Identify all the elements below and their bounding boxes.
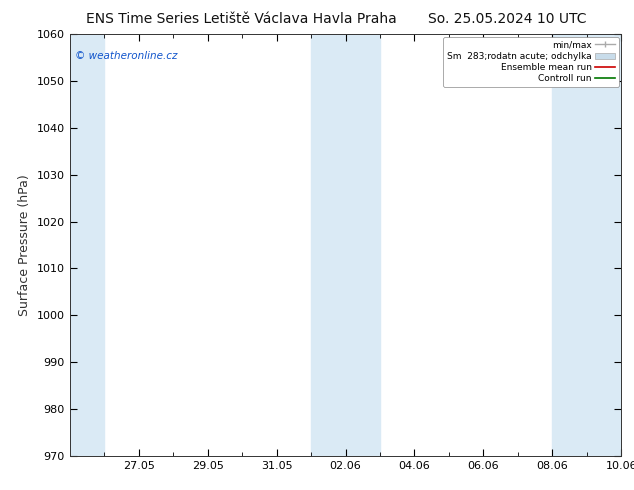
Legend: min/max, Sm  283;rodatn acute; odchylka, Ensemble mean run, Controll run: min/max, Sm 283;rodatn acute; odchylka, …	[443, 37, 619, 87]
Bar	[311, 34, 380, 456]
Bar	[70, 34, 104, 456]
Text: So. 25.05.2024 10 UTC: So. 25.05.2024 10 UTC	[428, 12, 586, 26]
Text: ENS Time Series Letiště Václava Havla Praha: ENS Time Series Letiště Václava Havla Pr…	[86, 12, 396, 26]
Text: © weatheronline.cz: © weatheronline.cz	[75, 51, 178, 61]
Y-axis label: Surface Pressure (hPa): Surface Pressure (hPa)	[18, 174, 31, 316]
Bar	[552, 34, 621, 456]
